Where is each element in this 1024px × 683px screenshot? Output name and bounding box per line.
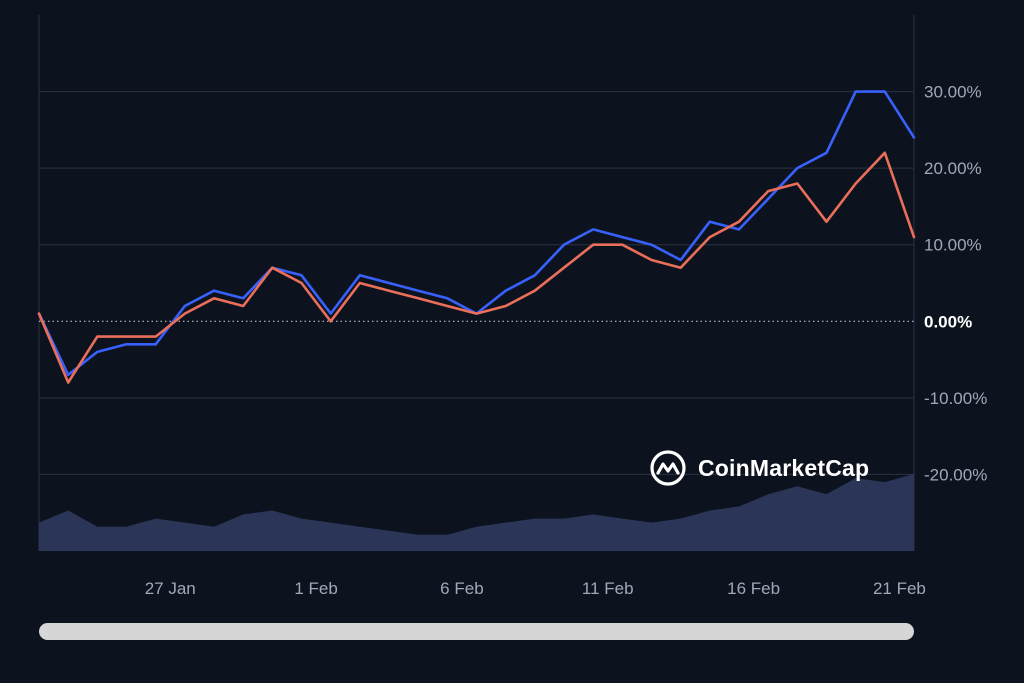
data-point [242,305,244,307]
data-point [913,236,915,238]
y-tick-label: -10.00% [924,389,987,408]
series-line-blue [37,90,916,377]
data-point [825,152,828,154]
data-point [650,259,653,261]
data-point [534,289,536,292]
data-point [125,335,128,338]
data-point [563,243,565,246]
data-point [242,297,244,300]
data-point [271,266,274,269]
data-point [504,289,507,292]
data-point [738,220,740,223]
data-point [563,266,565,269]
data-point [329,312,332,315]
data-point [679,266,682,269]
data-point [329,320,332,323]
data-point [679,259,682,261]
data-point [621,236,624,238]
x-tick-label: 1 Feb [294,579,337,598]
y-tick-label: 10.00% [924,236,982,255]
y-tick-label: 30.00% [924,83,982,102]
data-point [417,289,420,292]
data-point [184,305,186,307]
data-point [446,297,449,300]
y-tick-label: -20.00% [924,465,987,484]
data-point [825,220,828,223]
data-point [67,381,69,384]
data-point [738,228,740,231]
data-point [67,374,69,376]
data-point [359,274,361,277]
data-point [154,343,157,346]
y-tick-label: 20.00% [924,159,982,178]
y-tick-label: 0.00% [924,312,972,331]
data-point [854,182,857,185]
data-point [475,312,478,315]
data-point [709,220,711,223]
data-point [38,312,40,315]
data-point [796,167,799,169]
data-point [96,335,99,338]
data-point [213,289,215,292]
data-point [913,136,915,139]
data-point [796,182,799,185]
volume-area [39,474,914,551]
data-point [388,282,390,284]
data-point [388,289,390,292]
data-point [96,351,99,353]
data-point [213,297,215,300]
data-point [650,243,653,246]
data-point [534,274,536,277]
data-point [504,305,507,307]
data-point [884,152,886,154]
coinmarketcap-logo-icon [650,450,686,486]
x-tick-label: 27 Jan [145,579,196,598]
data-point [592,228,594,231]
x-tick-label: 16 Feb [727,579,780,598]
data-point [359,282,361,284]
data-point [446,305,449,307]
x-tick-label: 21 Feb [873,579,926,598]
watermark-text: CoinMarketCap [698,454,870,481]
data-point [709,236,711,238]
data-point [884,90,886,93]
data-point [767,198,769,200]
data-point [154,335,157,338]
data-point [592,243,594,246]
data-point [300,274,303,277]
x-tick-label: 11 Feb [582,579,634,598]
data-point [300,282,303,284]
series-line-orange [37,151,916,384]
data-point [125,343,128,346]
x-tick-label: 6 Feb [440,579,483,598]
data-point [184,312,186,315]
coinmarketcap-watermark: CoinMarketCap [648,446,869,490]
time-range-scrollbar[interactable] [39,623,914,640]
data-point [417,297,420,300]
data-point [767,190,769,192]
data-point [854,90,857,93]
data-point [621,243,624,246]
